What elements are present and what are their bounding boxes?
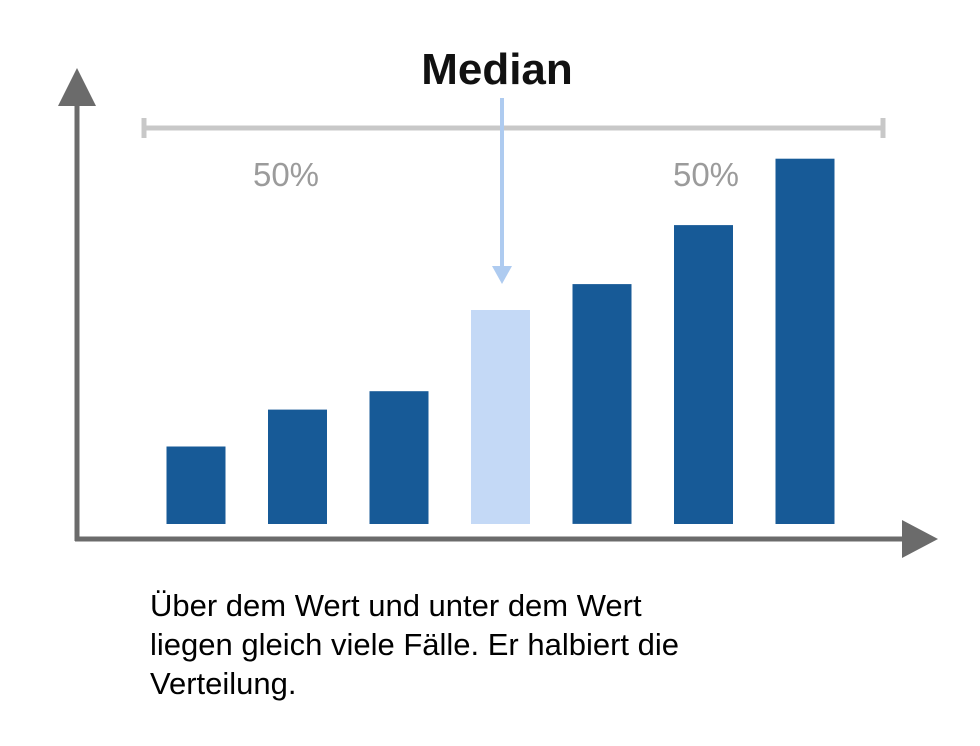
caption-line-3: Verteilung. [150, 666, 297, 701]
caption: Über dem Wert und unter dem Wert liegen … [150, 586, 850, 703]
bar-5 [572, 284, 632, 524]
y-axis-arrow-icon [58, 68, 96, 106]
chart-title: Median [421, 45, 573, 94]
bar-3 [369, 391, 429, 524]
bar-1 [166, 446, 226, 524]
bar-2 [268, 409, 327, 524]
bar-6 [674, 225, 733, 524]
range-label-right: 50% [673, 156, 739, 193]
range-bracket [141, 118, 886, 138]
median-bar [471, 310, 530, 524]
bar-group [166, 158, 835, 524]
range-label-left: 50% [253, 156, 319, 193]
x-axis-arrow-icon [902, 520, 938, 558]
caption-line-1: Über dem Wert und unter dem Wert [150, 588, 642, 623]
bar-7 [775, 158, 835, 524]
caption-line-2: liegen gleich viele Fälle. Er halbiert d… [150, 627, 680, 662]
median-arrow-icon [492, 266, 512, 284]
